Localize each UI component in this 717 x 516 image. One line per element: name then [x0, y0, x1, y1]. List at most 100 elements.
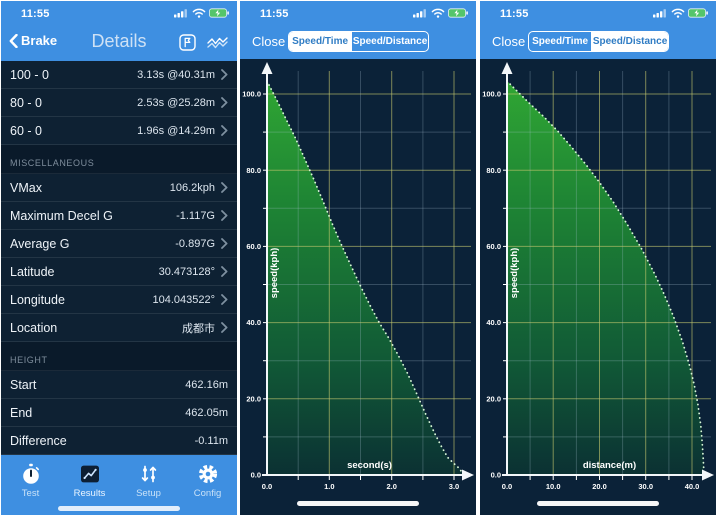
list-item-value: 成都市 — [182, 322, 215, 335]
tab-setup[interactable]: Setup — [119, 455, 178, 515]
y-axis-arrow — [501, 62, 513, 74]
status-icons — [413, 8, 469, 18]
list-item[interactable]: 60 - 0 1.96s @14.29m — [1, 117, 237, 145]
list-item-value: 1.96s @14.29m — [137, 124, 215, 137]
chevron-right-icon — [221, 182, 228, 193]
back-button-label: Brake — [21, 33, 58, 48]
close-button[interactable]: Close — [492, 34, 526, 49]
status-icons — [653, 8, 709, 18]
segment-speed-distance[interactable]: Speed/Distance — [351, 32, 428, 51]
chevron-right-icon — [221, 294, 228, 305]
svg-text:1.0: 1.0 — [324, 482, 334, 491]
list-item[interactable]: Start 462.16m — [1, 371, 237, 399]
svg-text:20.0: 20.0 — [486, 394, 501, 403]
list-item-value: 106.2kph — [169, 181, 215, 194]
gridlines-major — [507, 71, 711, 475]
list-item-label: End — [10, 405, 33, 420]
list-item-value: -0.897G — [175, 237, 215, 250]
close-button[interactable]: Close — [252, 34, 286, 49]
back-button[interactable]: Brake — [9, 33, 57, 48]
chevron-right-icon — [221, 210, 228, 221]
status-bar: 11:55 — [240, 1, 476, 25]
svg-text:3.0: 3.0 — [449, 482, 459, 491]
list-item[interactable]: Maximum Decel G -1.117G — [1, 202, 237, 230]
list-item[interactable]: End 462.05m — [1, 399, 237, 427]
list-item[interactable]: Longitude 104.043522° — [1, 286, 237, 314]
tab-label: Test — [21, 488, 40, 499]
page-title: Details — [91, 31, 147, 51]
svg-text:60.0: 60.0 — [486, 242, 501, 251]
waveform-icon[interactable] — [207, 35, 228, 50]
chevron-right-icon — [221, 322, 228, 333]
chevron-right-icon — [221, 238, 228, 249]
x-tick-labels: 0.0 1.0 2.0 3.0 — [262, 482, 459, 491]
list-item[interactable]: Location 成都市 — [1, 314, 237, 342]
y-axis-title: speed(kph) — [509, 248, 520, 299]
home-indicator — [297, 501, 419, 506]
battery-icon — [448, 8, 468, 18]
svg-text:0.0: 0.0 — [251, 471, 261, 480]
signal-icon — [413, 9, 426, 18]
svg-text:40.0: 40.0 — [486, 318, 501, 327]
list-item[interactable]: 80 - 0 2.53s @25.28m — [1, 89, 237, 117]
x-tick-labels: 0.0 10.0 20.0 30.0 40.0 — [502, 482, 700, 491]
list-item-label: Difference — [10, 433, 67, 448]
details-header: 11:55 Brake Details — [1, 1, 237, 61]
list-item-label: Location — [10, 320, 58, 335]
list-item[interactable]: Difference -0.11m — [1, 427, 237, 455]
tab-config[interactable]: Config — [178, 455, 237, 515]
speed-distance-chart-screen: 11:55 Close Speed/Time Speed/Distance 0.0 10.… — [480, 1, 716, 515]
sliders-icon — [141, 465, 156, 483]
list-item-value: 462.16m — [185, 378, 228, 391]
svg-text:80.0: 80.0 — [486, 166, 501, 175]
list-item[interactable]: 100 - 0 3.13s @40.31m — [1, 61, 237, 89]
chevron-right-icon — [221, 69, 228, 80]
list-item[interactable]: VMax 106.2kph — [1, 174, 237, 202]
chevron-right-icon — [221, 97, 228, 108]
list-item-label: 100 - 0 — [10, 67, 49, 82]
section-header: MISCELLANEOUS — [1, 145, 237, 174]
segment-speed-time[interactable]: Speed/Time — [532, 36, 589, 47]
nav-bar: Close Speed/Time Speed/Distance — [480, 25, 716, 59]
gridlines-minor — [507, 71, 711, 475]
segmented-control: Speed/Time Speed/Distance — [528, 31, 669, 52]
chart-header: 11:55 Close Speed/Time Speed/Distance — [480, 1, 716, 59]
segment-speed-distance[interactable]: Speed/Distance — [591, 32, 668, 51]
y-tick-labels: 0.0 20.0 40.0 60.0 80.0 100.0 — [482, 90, 501, 480]
svg-text:60.0: 60.0 — [246, 242, 261, 251]
chevron-left-icon — [9, 33, 18, 48]
curve-dotted-line — [506, 80, 705, 476]
tab-results[interactable]: Results — [60, 455, 119, 515]
svg-text:10.0: 10.0 — [546, 482, 561, 491]
chart-area: 0.0 1.0 2.0 3.0 0.0 20.0 40.0 60.0 80.0 100.0 seco… — [240, 59, 476, 515]
gridlines-minor — [267, 71, 471, 475]
flag-icon[interactable] — [179, 34, 196, 51]
details-screen: 11:55 Brake Details 100 - 0 3.13s @40.31m… — [1, 1, 237, 515]
list-item[interactable]: Latitude 30.473128° — [1, 258, 237, 286]
section-header-label: MISCELLANEOUS — [10, 158, 95, 168]
chart-header: 11:55 Close Speed/Time Speed/Distance — [240, 1, 476, 59]
tab-test[interactable]: Test — [1, 455, 60, 515]
section-header-label: HEIGHT — [10, 355, 48, 365]
chevron-right-icon — [221, 125, 228, 136]
wifi-icon — [671, 8, 685, 18]
tab-label: Config — [193, 488, 222, 499]
svg-text:20.0: 20.0 — [246, 394, 261, 403]
status-bar: 11:55 — [480, 1, 716, 25]
area-series — [267, 81, 464, 475]
wifi-icon — [431, 8, 445, 18]
list-item-label: 60 - 0 — [10, 123, 42, 138]
svg-text:0.0: 0.0 — [491, 471, 501, 480]
chart-canvas: 0.0 10.0 20.0 30.0 40.0 0.0 20.0 40.0 60.0 80.0 10… — [482, 62, 714, 491]
details-list: 100 - 0 3.13s @40.31m 80 - 0 2.53s @25.28m 6… — [1, 61, 237, 455]
axes — [262, 73, 466, 476]
list-item[interactable]: Average G -0.897G — [1, 230, 237, 258]
home-indicator — [58, 506, 180, 511]
list-item-label: Longitude — [10, 292, 65, 307]
svg-text:40.0: 40.0 — [246, 318, 261, 327]
svg-text:0.0: 0.0 — [502, 482, 512, 491]
list-item-value: -1.117G — [176, 209, 215, 222]
segment-speed-time[interactable]: Speed/Time — [289, 32, 352, 51]
home-indicator — [537, 501, 659, 506]
